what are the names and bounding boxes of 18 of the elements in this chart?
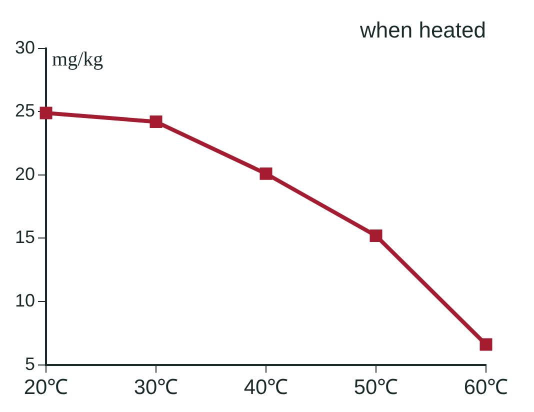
y-tick-label: 20 [14,164,36,184]
y-tick-label: 5 [25,354,36,374]
point [150,116,162,128]
x-tick-label: 20℃ [24,376,68,400]
y-tick-label: 25 [14,100,36,121]
x-tick-label: 50℃ [354,376,398,400]
point [480,338,492,351]
point [260,167,272,180]
y-tick-label: 15 [14,227,36,248]
y-tick-label: 10 [14,290,36,310]
x-tick-label: 30℃ [134,376,178,400]
chart-title: when heated [359,17,486,42]
x-tick-label: 40℃ [244,376,288,400]
point [40,106,52,120]
x-tick-label: 60℃ [464,376,508,400]
y-tick-label: 30 [14,37,36,58]
y-axis-title: mg/kg [52,48,104,71]
point [370,229,382,242]
